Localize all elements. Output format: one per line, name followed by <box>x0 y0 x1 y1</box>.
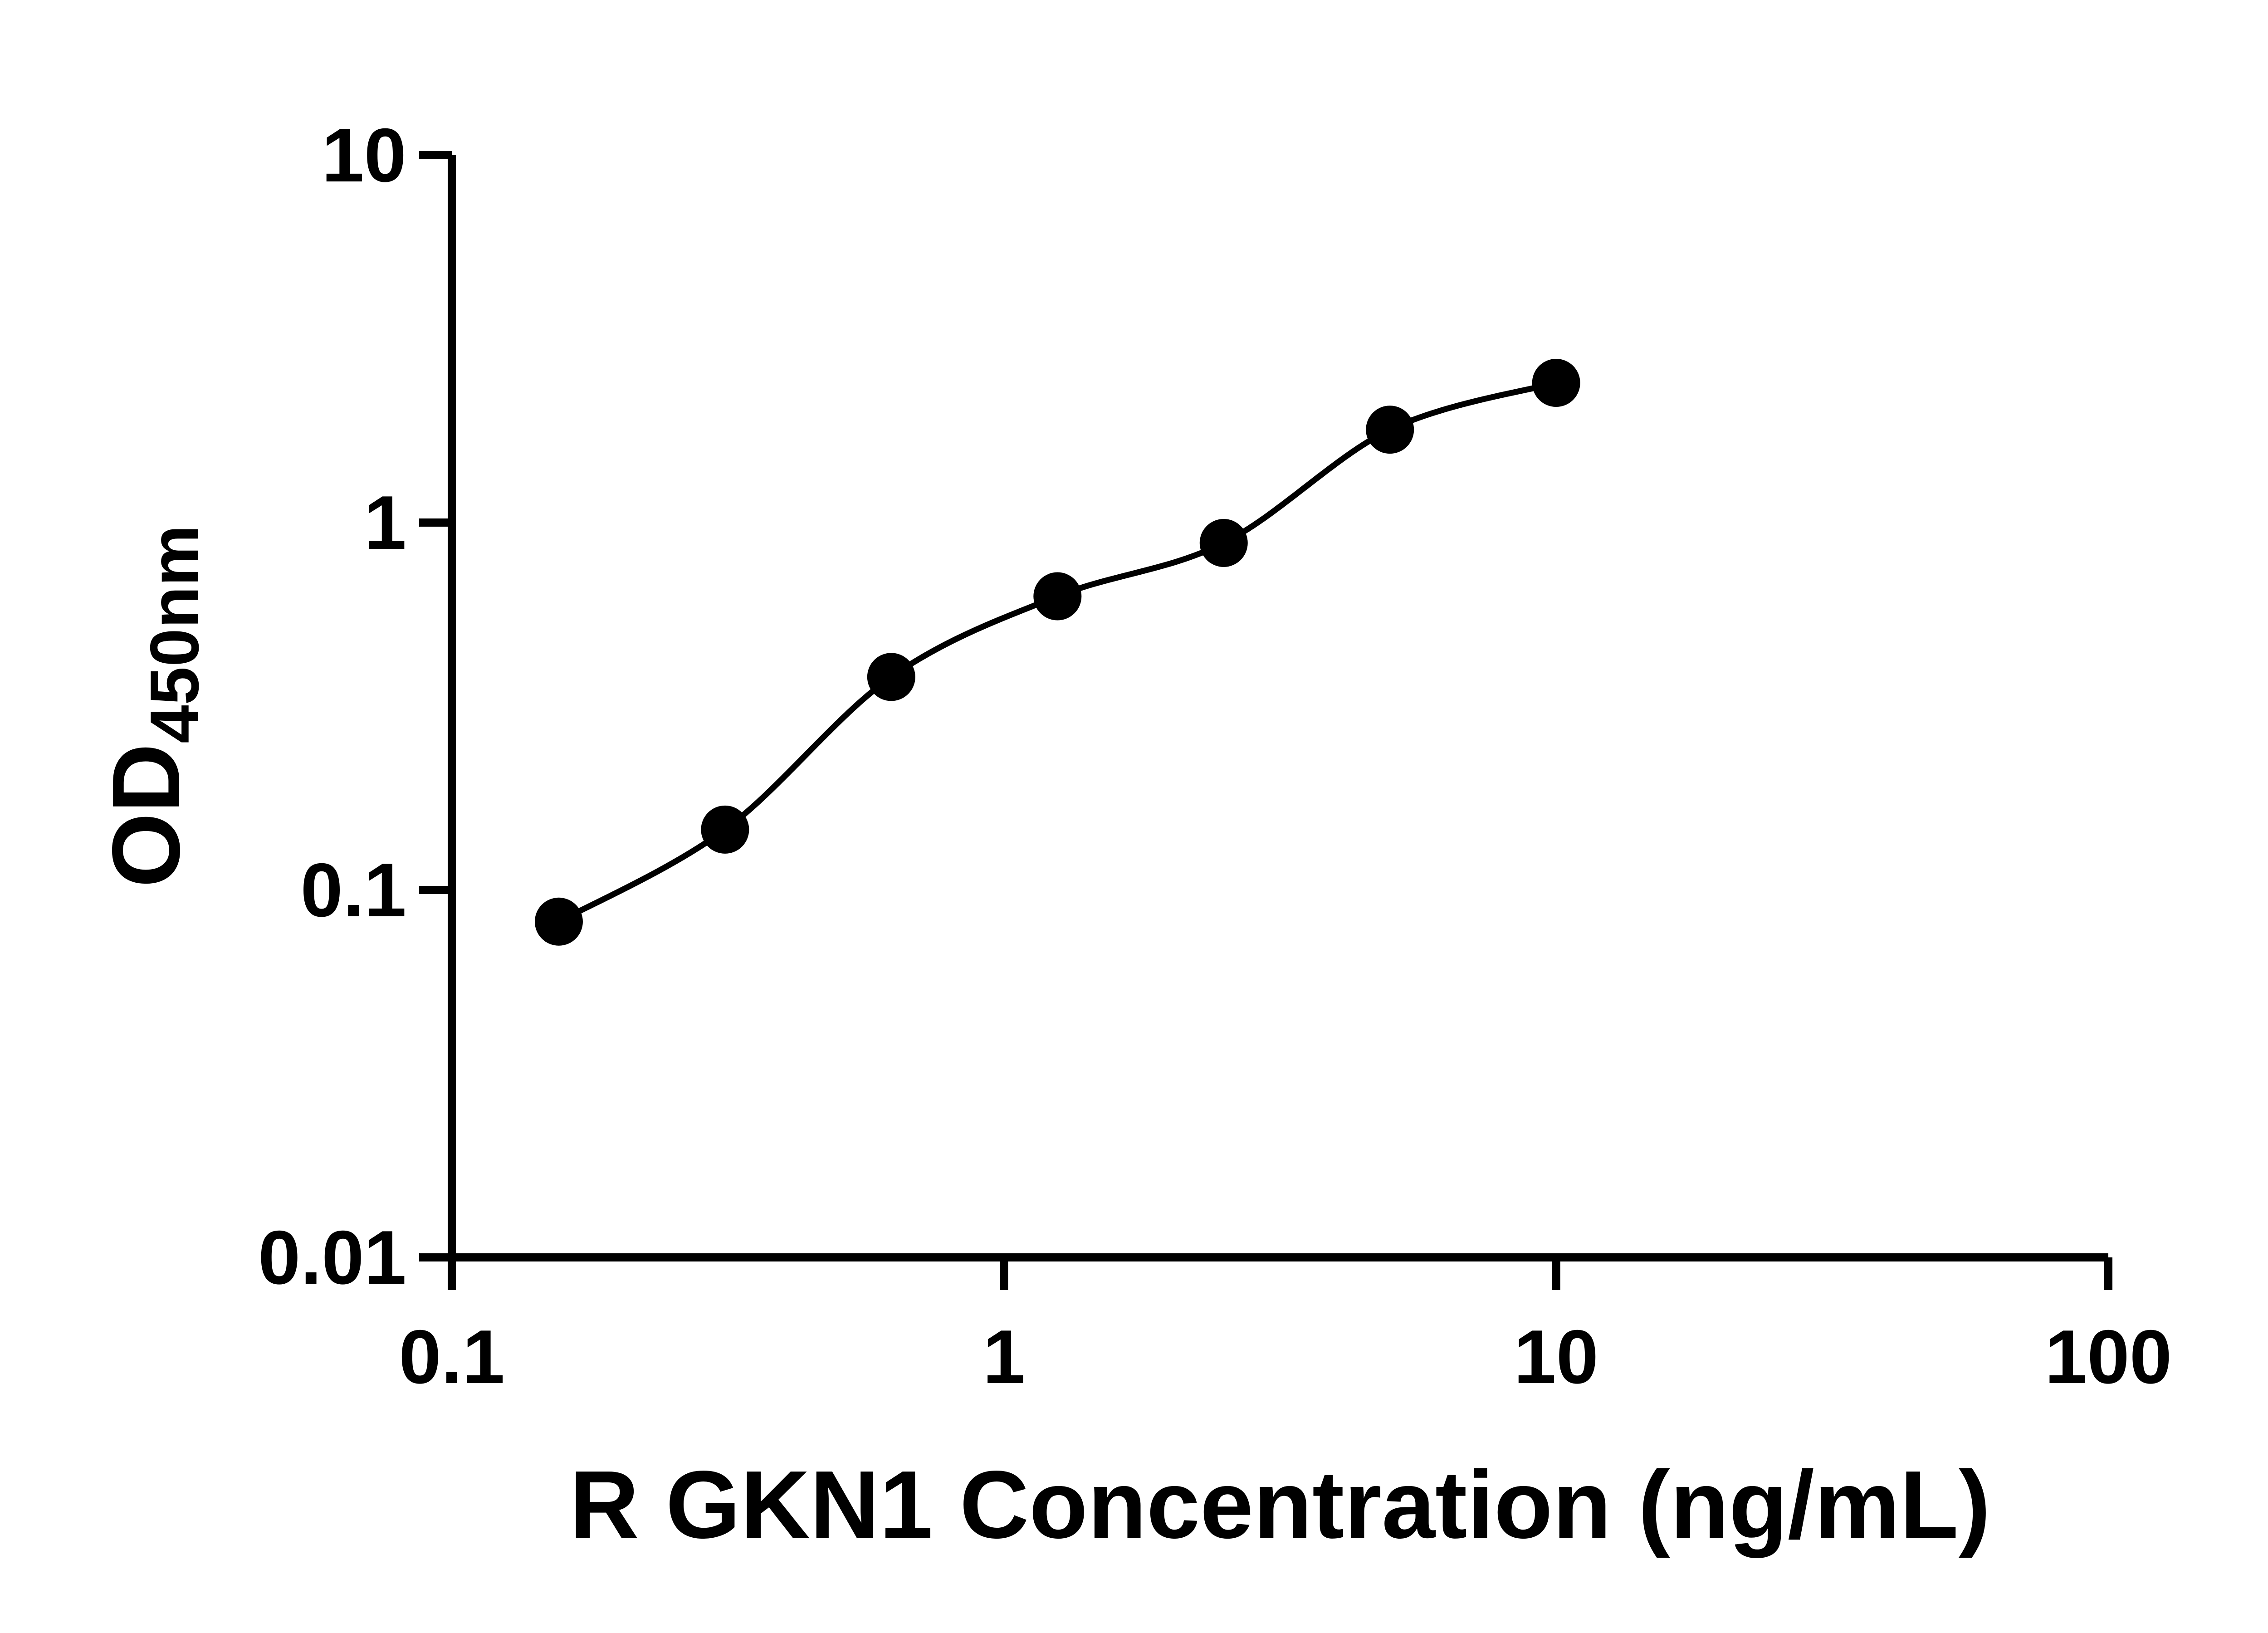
x-tick-label: 0.1 <box>399 1314 505 1399</box>
y-tick-label: 10 <box>322 112 406 198</box>
data-point <box>701 805 749 854</box>
y-tick-label: 0.1 <box>300 847 406 933</box>
y-axis-title-main: OD <box>92 743 200 888</box>
x-tick-label: 1 <box>983 1314 1025 1399</box>
axis-lines <box>448 155 2108 1261</box>
x-tick-label: 100 <box>2045 1314 2172 1399</box>
x-axis-title: R GKN1 Concentration (ng/mL) <box>570 1451 1991 1558</box>
data-point <box>1532 359 1580 407</box>
data-point <box>1199 518 1248 567</box>
y-tick-label: 0.01 <box>258 1215 406 1300</box>
y-tick-label: 1 <box>364 480 406 565</box>
y-axis-title: OD450nm <box>92 525 213 888</box>
y-axis-title-subscript: 450nm <box>136 525 213 743</box>
x-tick-label: 10 <box>1514 1314 1598 1399</box>
data-point <box>1033 572 1082 621</box>
data-point <box>1366 406 1414 454</box>
data-point <box>867 653 915 701</box>
data-point <box>534 897 583 946</box>
